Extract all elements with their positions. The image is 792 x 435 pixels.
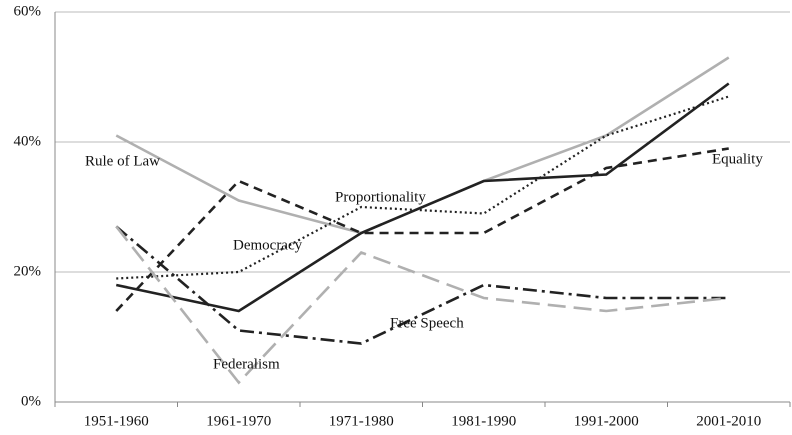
series-label: Proportionality (335, 189, 426, 205)
series-label: Federalism (213, 356, 280, 372)
series-label: Democracy (233, 237, 303, 253)
x-tick-label: 1951-1960 (84, 413, 149, 429)
x-tick-label: 2001-2010 (696, 413, 761, 429)
series-line (115, 82, 730, 313)
y-tick-label: 60% (14, 3, 42, 19)
series-line (116, 95, 730, 280)
y-tick-label: 40% (14, 133, 42, 149)
series-label: Free Speech (390, 315, 464, 331)
series-line (115, 225, 729, 345)
y-tick-label: 0% (21, 393, 41, 409)
x-tick-label: 1981-1990 (451, 413, 516, 429)
series-line (115, 225, 729, 385)
y-tick-label: 20% (14, 263, 42, 279)
x-tick-label: 1991-2000 (574, 413, 639, 429)
series-label: Rule of Law (85, 153, 160, 169)
x-tick-label: 1961-1970 (206, 413, 271, 429)
series-line (115, 147, 729, 312)
series-label: Equality (712, 151, 763, 167)
x-tick-label: 1971-1980 (329, 413, 394, 429)
